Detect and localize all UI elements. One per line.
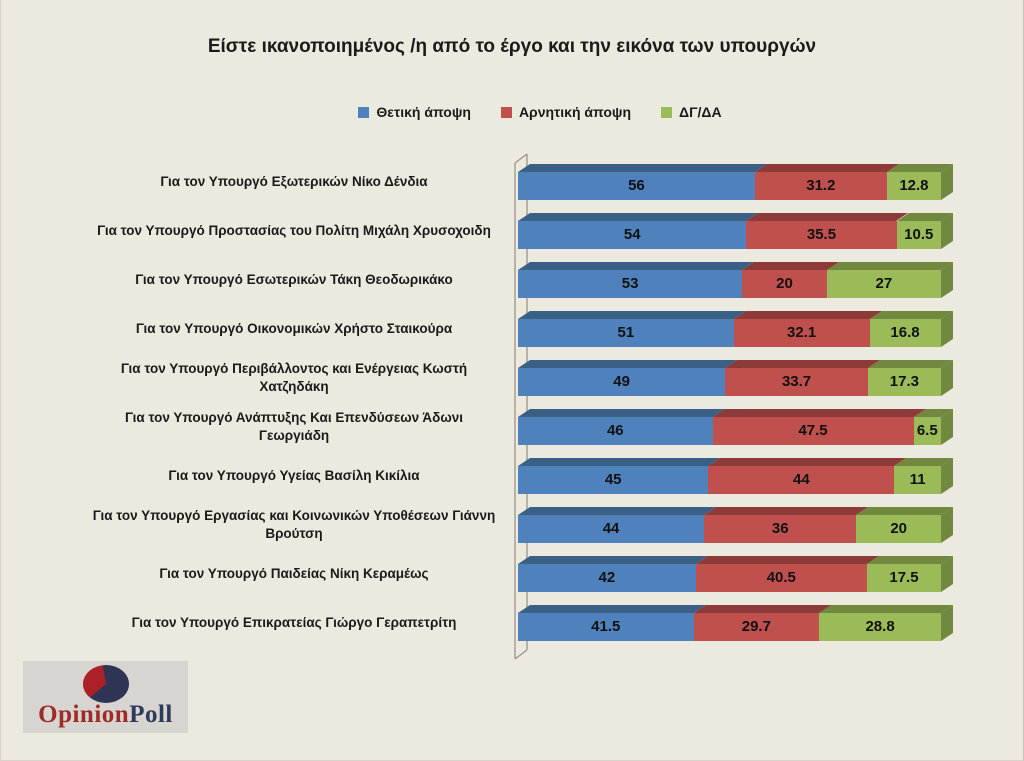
bar-segment: 33.7 <box>725 367 868 396</box>
bar: 46 47.5 6.5 <box>518 409 941 445</box>
bar: 51 32.1 16.8 <box>518 311 941 347</box>
bar-segment: 36 <box>704 514 857 543</box>
bar: 42 40.5 17.5 <box>518 556 941 592</box>
logo-text-opinion: Opinion <box>38 701 130 728</box>
bar: 56 31.2 12.8 <box>518 164 941 200</box>
legend-label: Αρνητική άποψη <box>518 104 632 120</box>
bar-rows: Για τον Υπουργό Εξωτερικών Νίκο Δένδια 56… <box>73 157 973 647</box>
legend-item: ΔΓ/ΔΑ <box>661 104 722 120</box>
category-label: Για τον Υπουργό Παιδείας Νίκη Κεραμέως <box>159 565 429 581</box>
legend-label: ΔΓ/ΔΑ <box>679 104 722 120</box>
bar-segment: 16.8 <box>869 318 941 347</box>
bar-segment: 47.5 <box>712 416 914 445</box>
bar: 41.5 29.7 28.8 <box>518 605 941 641</box>
chart-row: Για τον Υπουργό Εσωτερικών Τάκη Θεοδωρικ… <box>73 255 973 304</box>
legend-swatch-icon <box>661 106 673 118</box>
logo-pie-icon <box>82 665 129 703</box>
category-label: Για τον Υπουργό Υγείας Βασίλη Κικίλια <box>168 467 420 483</box>
chart-row: Για τον Υπουργό Εργασίας και Κοινωνικών … <box>73 500 973 549</box>
bar-segment: 17.5 <box>866 563 941 592</box>
category-label: Για τον Υπουργό Προστασίας του Πολίτη Μι… <box>97 222 491 238</box>
bar-segment: 31.2 <box>754 171 887 200</box>
category-label: Για τον Υπουργό Οικονομικών Χρήστο Σταικ… <box>135 320 453 336</box>
category-label: Για τον Υπουργό Επικρατείας Γιώργο Γεραπ… <box>131 614 457 630</box>
bar-segment: 29.7 <box>693 612 820 641</box>
bar-segment: 51 <box>518 318 734 347</box>
bar-segment: 35.5 <box>746 220 897 249</box>
legend-item: Αρνητική άποψη <box>500 104 632 120</box>
logo-text-poll: Poll <box>129 701 173 728</box>
bar-segment: 42 <box>518 563 696 592</box>
axis-wall <box>514 153 528 660</box>
bar-segment: 17.3 <box>867 367 941 396</box>
chart-row: Για τον Υπουργό Παιδείας Νίκη Κεραμέως 42… <box>73 549 973 598</box>
bar-segment: 10.5 <box>896 220 941 249</box>
bar-segment: 44 <box>518 514 705 543</box>
bar-segment: 32.1 <box>733 318 870 347</box>
bar: 53 20 27 <box>518 262 941 298</box>
legend-label: Θετική άποψη <box>376 104 471 120</box>
chart-row: Για τον Υπουργό Οικονομικών Χρήστο Σταικ… <box>73 304 973 353</box>
chart-title: Είστε ικανοποιημένος /η από το έργο και … <box>207 36 817 57</box>
legend-item: Θετική άποψη <box>358 104 471 120</box>
chart-row: Για τον Υπουργό Περιβάλλοντος και Ενέργε… <box>73 353 973 402</box>
bar: 45 44 11 <box>518 458 941 494</box>
opinionpoll-logo: OpinionPoll <box>23 661 188 733</box>
category-label: Για τον Υπουργό Περιβάλλοντος και Ενέργε… <box>120 361 468 394</box>
bar: 54 35.5 10.5 <box>518 213 941 249</box>
bar-segment: 12.8 <box>886 171 941 200</box>
chart-row: Για τον Υπουργό Επικρατείας Γιώργο Γεραπ… <box>73 598 973 647</box>
bar-segment: 45 <box>518 465 709 494</box>
chart-legend: Θετική άποψη Αρνητική άποψη ΔΓ/ΔΑ <box>29 104 1024 120</box>
chart-row: Για τον Υπουργό Υγείας Βασίλη Κικίλια 45 4… <box>73 451 973 500</box>
bar-segment: 46 <box>518 416 713 445</box>
bar-segment: 44 <box>708 465 895 494</box>
bar-segment: 41.5 <box>518 612 694 641</box>
bar-segment: 20 <box>856 514 941 543</box>
bar-segment: 56 <box>518 171 755 200</box>
category-label: Για τον Υπουργό Εργασίας και Κοινωνικών … <box>92 508 496 541</box>
bar-segment: 54 <box>518 220 747 249</box>
legend-swatch-icon <box>500 106 512 118</box>
bar: 49 33.7 17.3 <box>518 360 941 396</box>
bar-segment: 53 <box>518 269 743 298</box>
stacked-bar-chart: Για τον Υπουργό Εξωτερικών Νίκο Δένδια 56… <box>73 153 973 660</box>
bar-segment: 27 <box>826 269 941 298</box>
chart-row: Για τον Υπουργό Εξωτερικών Νίκο Δένδια 56… <box>73 157 973 206</box>
logo-text: OpinionPoll <box>38 702 173 727</box>
category-label: Για τον Υπουργό Ανάπτυξης Και Επενδύσεων… <box>124 410 464 443</box>
chart-row: Για τον Υπουργό Ανάπτυξης Και Επενδύσεων… <box>73 402 973 451</box>
category-label: Για τον Υπουργό Εξωτερικών Νίκο Δένδια <box>160 173 428 189</box>
bar-segment: 11 <box>894 465 941 494</box>
chart-row: Για τον Υπουργό Προστασίας του Πολίτη Μι… <box>73 206 973 255</box>
category-label: Για τον Υπουργό Εσωτερικών Τάκη Θεοδωρικ… <box>135 271 453 287</box>
bar: 44 36 20 <box>518 507 941 543</box>
bar-segment: 49 <box>518 367 726 396</box>
legend-swatch-icon <box>358 106 370 118</box>
bar-segment: 40.5 <box>695 563 867 592</box>
bar-segment: 20 <box>742 269 827 298</box>
bar-segment: 28.8 <box>819 612 941 641</box>
bar-segment: 6.5 <box>913 416 941 445</box>
